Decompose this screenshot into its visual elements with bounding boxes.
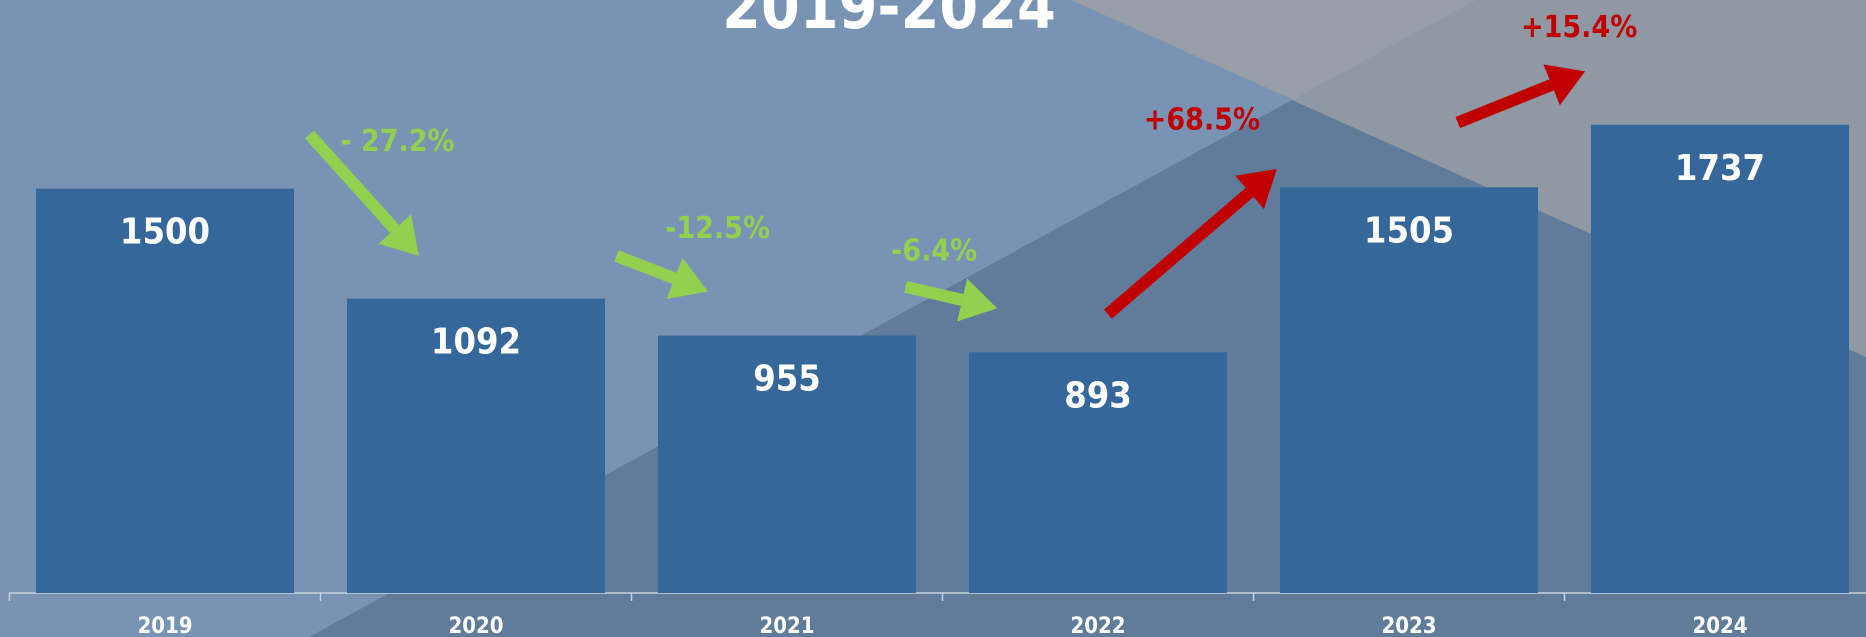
x-tick-label: 2020	[448, 614, 503, 637]
bar-value-label: 1737	[1675, 148, 1765, 189]
annotation-label: -12.5%	[665, 211, 770, 246]
bar	[36, 188, 294, 593]
annotation-arrow-head	[1235, 168, 1277, 210]
x-tick-label: 2022	[1070, 614, 1125, 637]
x-tick-label: 2024	[1692, 614, 1747, 637]
annotation-arrow-shaft	[304, 130, 400, 234]
bar	[658, 335, 916, 593]
annotation-arrow-shaft	[1455, 79, 1554, 129]
annotation-arrow-shaft	[1103, 187, 1254, 319]
annotation-arrow-head	[1543, 64, 1586, 106]
annotation-arrow-shaft	[904, 280, 964, 306]
bar-value-label: 1505	[1364, 210, 1454, 251]
annotation-arrow-shaft	[614, 250, 677, 285]
chart-title: 2019-2024	[722, 0, 1056, 43]
annotation-label: -6.4%	[891, 234, 977, 269]
x-tick-label: 2019	[137, 614, 192, 637]
bar	[1591, 124, 1849, 593]
bar-value-label: 893	[1064, 375, 1132, 416]
bar-value-label: 1500	[120, 212, 210, 253]
bar-value-label: 1092	[431, 322, 521, 363]
annotation-arrow-head	[666, 257, 709, 299]
bar	[1280, 187, 1538, 593]
annotation-arrow-head	[378, 214, 419, 256]
bar	[969, 352, 1227, 593]
annotation-label: +68.5%	[1144, 103, 1260, 138]
bar	[347, 298, 605, 593]
annotation-label: +15.4%	[1521, 10, 1637, 45]
annotation-arrow-head	[957, 278, 998, 322]
x-tick-label: 2023	[1381, 614, 1436, 637]
annotation-label: - 27.2%	[340, 124, 454, 159]
x-tick-label: 2021	[759, 614, 814, 637]
bar-value-label: 955	[753, 359, 821, 400]
